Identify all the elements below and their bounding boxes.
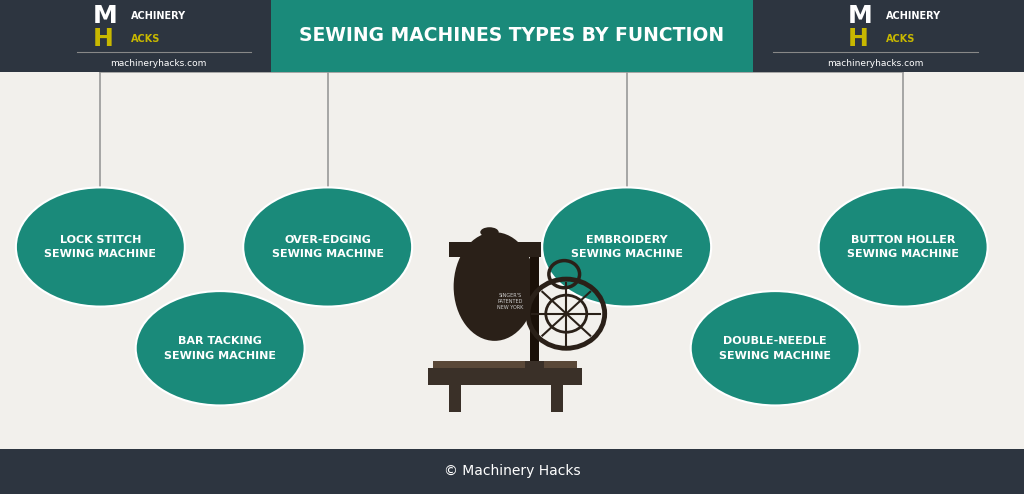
Text: DOUBLE-NEEDLE
SEWING MACHINE: DOUBLE-NEEDLE SEWING MACHINE (719, 336, 831, 361)
Bar (530, 257, 539, 366)
Text: © Machinery Hacks: © Machinery Hacks (443, 464, 581, 478)
Text: LOCK STITCH
SEWING MACHINE: LOCK STITCH SEWING MACHINE (44, 235, 157, 259)
Bar (271, 0, 753, 72)
Bar (525, 361, 544, 368)
Text: H: H (93, 27, 114, 51)
Ellipse shape (543, 187, 711, 307)
Bar (428, 368, 582, 385)
Bar (551, 383, 563, 412)
Text: machineryhacks.com: machineryhacks.com (827, 58, 924, 68)
Ellipse shape (135, 291, 305, 406)
Text: M: M (93, 4, 118, 28)
Text: SEWING MACHINES TYPES BY FUNCTION: SEWING MACHINES TYPES BY FUNCTION (299, 26, 725, 45)
Text: BUTTON HOLLER
SEWING MACHINE: BUTTON HOLLER SEWING MACHINE (847, 235, 959, 259)
Text: BAR TACKING
SEWING MACHINE: BAR TACKING SEWING MACHINE (164, 336, 276, 361)
Ellipse shape (480, 227, 499, 237)
Text: ACKS: ACKS (886, 35, 915, 44)
Text: machineryhacks.com: machineryhacks.com (111, 58, 207, 68)
Ellipse shape (454, 232, 536, 341)
Ellipse shape (819, 187, 987, 307)
Ellipse shape (244, 187, 412, 307)
Ellipse shape (690, 291, 860, 406)
Bar (0, 0, 271, 72)
Text: ACHINERY: ACHINERY (886, 11, 941, 21)
Bar (433, 361, 577, 368)
Text: M: M (848, 4, 872, 28)
Text: ACHINERY: ACHINERY (131, 11, 186, 21)
Text: SINGER'S
PATENTED
NEW YORK: SINGER'S PATENTED NEW YORK (497, 293, 523, 310)
Bar (449, 383, 461, 412)
Text: ACKS: ACKS (131, 35, 161, 44)
Bar (449, 242, 541, 257)
Text: OVER-EDGING
SEWING MACHINE: OVER-EDGING SEWING MACHINE (271, 235, 384, 259)
Bar (0, 449, 1024, 494)
Bar (753, 0, 1024, 72)
Ellipse shape (16, 187, 184, 307)
Text: H: H (848, 27, 868, 51)
Text: EMBROIDERY
SEWING MACHINE: EMBROIDERY SEWING MACHINE (570, 235, 683, 259)
